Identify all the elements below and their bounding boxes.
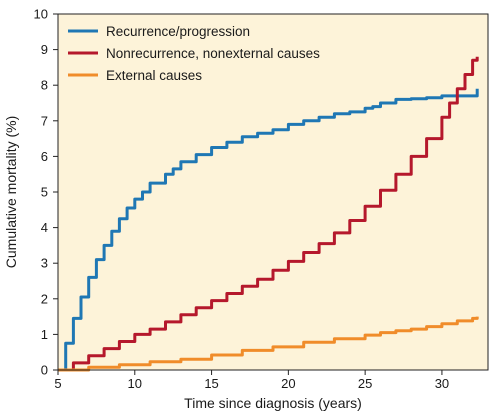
x-axis-title: Time since diagnosis (years) — [184, 395, 362, 411]
x-tick-label-30: 30 — [435, 376, 449, 391]
y-axis: 0 1 2 3 4 5 6 7 8 9 10 — [34, 7, 58, 378]
y-tick-label-2: 2 — [41, 291, 48, 306]
y-tick-label-4: 4 — [41, 220, 48, 235]
series-line-2 — [58, 56, 479, 372]
legend-label-3: External causes — [106, 68, 202, 83]
y-tick-label-9: 9 — [41, 42, 48, 57]
y-tick-label-10: 10 — [34, 7, 48, 22]
y-tick-label-3: 3 — [41, 256, 48, 271]
y-axis-title: Cumulative mortality (%) — [3, 116, 19, 268]
legend-label-1: Recurrence/progression — [106, 24, 250, 39]
y-tick-label-8: 8 — [41, 78, 48, 93]
y-tick-label-0: 0 — [41, 363, 48, 378]
x-tick-label-10: 10 — [128, 376, 142, 391]
series-line-3 — [58, 316, 479, 372]
x-tick-label-20: 20 — [281, 376, 295, 391]
legend: Recurrence/progression Nonrecurrence, non… — [68, 24, 320, 83]
series-line-1 — [58, 88, 479, 372]
series-layer — [58, 56, 479, 372]
legend-label-2: Nonrecurrence, nonexternal causes — [106, 46, 320, 61]
x-tick-label-5: 5 — [54, 376, 61, 391]
x-axis: 5 10 15 20 25 30 — [54, 370, 449, 391]
y-tick-label-7: 7 — [41, 113, 48, 128]
x-tick-label-25: 25 — [358, 376, 372, 391]
x-tick-label-15: 15 — [204, 376, 218, 391]
plot-area — [58, 14, 488, 370]
y-tick-label-5: 5 — [41, 185, 48, 200]
y-tick-label-1: 1 — [41, 327, 48, 342]
y-tick-label-6: 6 — [41, 149, 48, 164]
